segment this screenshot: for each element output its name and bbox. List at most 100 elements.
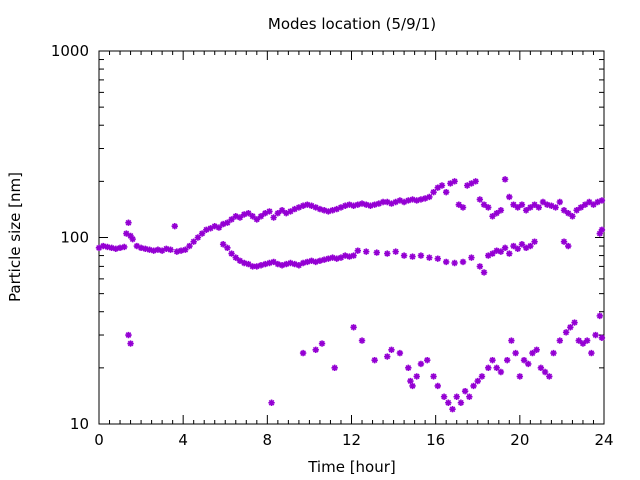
x-tick-label: 12: [342, 431, 361, 449]
data-point: [442, 188, 450, 196]
data-point: [527, 204, 534, 211]
data-point: [350, 202, 357, 209]
data-point: [211, 222, 218, 230]
data-point: [506, 193, 513, 201]
data-point: [270, 214, 277, 221]
data-point: [354, 247, 362, 254]
data-point: [442, 258, 450, 266]
data-point: [493, 364, 500, 372]
data-point: [392, 198, 399, 206]
data-point: [417, 360, 425, 368]
data-point: [565, 242, 572, 250]
data-point: [440, 393, 448, 400]
data-point: [308, 257, 315, 265]
data-point: [325, 208, 332, 215]
data-point: [413, 373, 420, 380]
data-point: [476, 196, 484, 203]
data-point: [468, 254, 475, 261]
data-point: [562, 329, 570, 336]
data-point: [108, 244, 115, 252]
data-point: [346, 201, 353, 208]
data-point: [253, 216, 261, 223]
data-point: [171, 222, 178, 230]
data-point: [552, 204, 559, 211]
x-tick-label: 8: [263, 431, 273, 449]
data-point: [150, 247, 157, 254]
data-point: [312, 346, 319, 353]
data-point: [371, 201, 378, 208]
data-point: [249, 213, 256, 220]
data-point: [497, 368, 505, 376]
data-point: [409, 253, 416, 260]
data-point: [320, 256, 328, 263]
data-point: [468, 180, 475, 187]
data-point: [577, 204, 585, 211]
data-point: [203, 226, 210, 233]
data-point: [329, 207, 336, 214]
x-tick-label: 24: [594, 431, 613, 449]
data-point: [257, 213, 265, 220]
data-point: [459, 204, 467, 211]
data-point: [579, 340, 587, 347]
data-point: [104, 243, 111, 251]
data-point: [224, 219, 231, 226]
data-point: [127, 232, 134, 240]
data-point: [421, 195, 429, 202]
data-point: [367, 202, 374, 209]
data-point: [573, 207, 580, 214]
data-point: [531, 238, 538, 245]
data-point: [146, 246, 153, 253]
data-point: [405, 197, 412, 204]
data-point: [245, 209, 252, 217]
x-tick-label: 20: [510, 431, 529, 449]
data-point: [346, 253, 353, 260]
data-point: [598, 197, 606, 204]
data-point: [219, 241, 227, 248]
data-point: [283, 209, 290, 217]
data-point: [274, 260, 282, 268]
data-point: [125, 219, 132, 226]
data-point: [388, 200, 395, 207]
data-point: [167, 246, 174, 253]
x-tick-label: 0: [94, 431, 104, 449]
data-point: [409, 196, 416, 203]
data-point: [318, 340, 326, 347]
data-point: [426, 254, 433, 261]
data-point: [262, 209, 269, 217]
data-point: [434, 184, 441, 191]
plot-frame: [98, 50, 605, 425]
y-tick-label: 1000: [51, 42, 89, 60]
data-point: [190, 238, 197, 245]
data-point: [291, 260, 298, 268]
data-point: [413, 197, 420, 204]
data-point: [354, 201, 362, 208]
data-point: [266, 208, 273, 215]
data-point: [459, 258, 467, 266]
data-point: [451, 178, 458, 185]
data-point: [550, 349, 557, 357]
data-point: [489, 213, 496, 220]
data-point: [350, 252, 357, 259]
data-point: [100, 242, 107, 250]
data-point: [485, 252, 492, 259]
data-point: [158, 247, 166, 254]
data-point: [337, 204, 345, 211]
data-point: [535, 204, 542, 211]
data-point: [249, 263, 256, 270]
data-point: [531, 201, 538, 208]
data-point: [207, 225, 214, 232]
y-tick-label: 10: [70, 415, 89, 433]
data-point: [506, 250, 513, 257]
data-point: [312, 204, 319, 211]
data-point: [489, 356, 496, 364]
data-point: [392, 248, 399, 255]
data-point: [472, 178, 479, 185]
data-point: [533, 346, 540, 353]
data-point: [447, 180, 454, 187]
data-point: [434, 382, 441, 390]
data-point: [384, 198, 391, 206]
data-point: [373, 249, 380, 256]
data-point: [556, 337, 564, 344]
data-point: [116, 244, 124, 252]
